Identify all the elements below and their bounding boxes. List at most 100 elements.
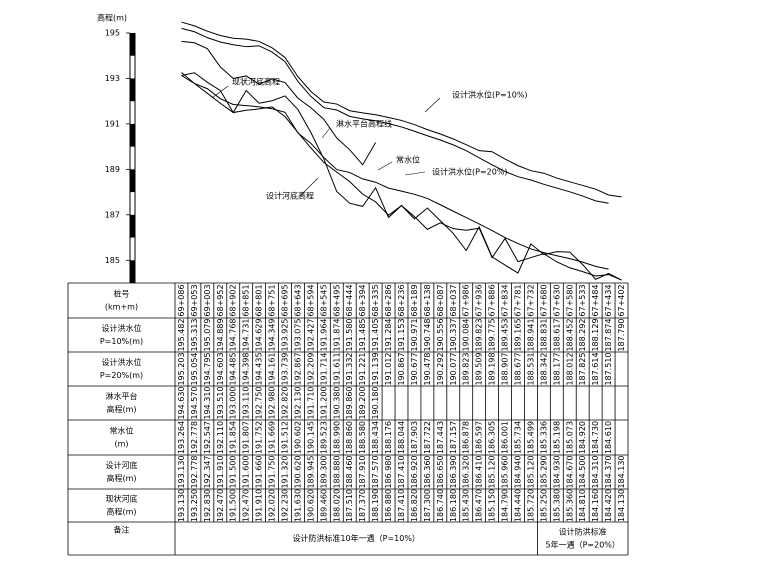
cell-value: 191.500 <box>229 489 238 522</box>
cell-value: 191.284 <box>384 318 393 351</box>
cell-value: 191.332 <box>345 352 354 385</box>
row-header: 设计洪水位 <box>102 357 142 367</box>
cell-value: 186.470 <box>475 489 484 522</box>
leader-line <box>211 85 229 99</box>
cell-value: 184.500 <box>578 455 587 488</box>
cell-value: 67+781 <box>513 284 522 316</box>
cell-value: 187.410 <box>397 489 406 522</box>
cell-value: 186.820 <box>410 489 419 522</box>
axis-ruler-segment <box>130 123 135 147</box>
cell-value: 187.300 <box>423 489 432 522</box>
cell-value: 68+851 <box>242 284 251 316</box>
cell-value: 186.650 <box>436 455 445 488</box>
cell-value: 192.020 <box>268 489 277 522</box>
remark: 设计防洪标准 <box>559 527 607 537</box>
cell-value: 187.910 <box>358 455 367 488</box>
cell-value: 192.110 <box>216 421 225 454</box>
axis-ruler-segment <box>130 260 135 283</box>
cell-value: 191.405 <box>371 318 380 351</box>
cell-value: 186.980 <box>384 455 393 488</box>
cell-value: 192.230 <box>281 489 290 522</box>
cell-value: 186.320 <box>462 455 471 488</box>
cell-value: 188.177 <box>552 352 561 385</box>
cell-value: 187.874 <box>604 318 613 351</box>
cell-value: 69+053 <box>190 284 199 316</box>
cell-value: 194.485 <box>229 352 238 385</box>
cell-value: 68+189 <box>410 284 419 316</box>
cell-value: 67+986 <box>462 284 471 316</box>
cell-value: 187.903 <box>410 421 419 454</box>
cell-value: 189.300 <box>319 455 328 488</box>
profile-line <box>181 21 622 198</box>
y-tick-label: 189 <box>105 165 120 174</box>
cell-value: 194.603 <box>216 352 225 385</box>
row-header: P=10%(m) <box>100 337 143 346</box>
cell-value: 192.209 <box>306 352 315 385</box>
cell-value: 194.161 <box>268 352 277 385</box>
cell-value: 67+732 <box>526 284 535 316</box>
row-header: 备注 <box>114 525 130 535</box>
cell-value: 185.120 <box>526 455 535 488</box>
cell-value: 185.198 <box>552 421 561 454</box>
cell-value: 68+801 <box>255 284 264 316</box>
cell-value: 188.990 <box>332 421 341 454</box>
cell-value: 188.452 <box>565 318 574 351</box>
cell-value: 190.077 <box>449 352 458 385</box>
cell-value: 191.611 <box>332 352 341 385</box>
cell-value: 188.012 <box>565 352 574 385</box>
cell-value: 68+751 <box>268 284 277 316</box>
cell-value: 68+444 <box>345 284 354 316</box>
axis-ruler-segment <box>130 169 135 193</box>
profile-line <box>181 72 622 281</box>
cell-value: 189.198 <box>488 352 497 385</box>
cell-value: 193.000 <box>229 386 238 419</box>
cell-value: 191.200 <box>319 386 328 419</box>
cell-value: 189.460 <box>319 489 328 522</box>
cell-value: 68+236 <box>397 284 406 316</box>
cell-value: 193.130 <box>177 455 186 488</box>
cell-value: 187.443 <box>436 421 445 454</box>
cell-value: 187.790 <box>617 318 626 351</box>
cell-value: 192.980 <box>268 386 277 419</box>
cell-value: 190.292 <box>436 352 445 385</box>
cell-value: 192.470 <box>216 489 225 522</box>
row-header: 设计河底 <box>106 460 138 470</box>
cell-value: 67+484 <box>591 284 600 316</box>
cell-value: 189.775 <box>488 318 497 351</box>
cell-value: 184.420 <box>604 489 613 522</box>
cell-value: 68+037 <box>449 284 458 316</box>
cell-value: 69+086 <box>177 284 186 316</box>
row-header: 淋水平台 <box>106 391 138 401</box>
cell-value: 189.165 <box>513 318 522 351</box>
cell-value: 67+936 <box>475 284 484 316</box>
cell-value: 67+680 <box>539 284 548 316</box>
cell-value: 68+087 <box>436 284 445 316</box>
cell-value: 194.435 <box>255 352 264 385</box>
cell-value: 194.349 <box>268 318 277 351</box>
row-header: P=20%(m) <box>100 371 143 380</box>
cell-value: 185.960 <box>501 455 510 488</box>
axis-ruler-segment <box>130 78 135 102</box>
cell-value: 191.500 <box>229 455 238 488</box>
curve-label: 设计洪水位(P=10%) <box>452 90 528 100</box>
cell-value: 188.129 <box>591 318 600 351</box>
cell-value: 68+695 <box>281 284 290 316</box>
cell-value: 186.305 <box>488 421 497 454</box>
row-header: 常水位 <box>110 426 134 436</box>
cell-value: 194.768 <box>229 318 238 351</box>
cell-value: 193.925 <box>281 318 290 351</box>
cell-value: 67+580 <box>565 284 574 316</box>
cell-value: 189.523 <box>319 421 328 454</box>
cell-value: 188.434 <box>371 421 380 454</box>
curve-label: 淋水平台高程线 <box>336 119 392 129</box>
row-header: 高程(m) <box>106 404 136 414</box>
cell-value: 184.310 <box>591 455 600 488</box>
cell-value: 194.310 <box>203 386 212 419</box>
cell-value: 190.180 <box>371 386 380 419</box>
cell-value: 184.670 <box>565 455 574 488</box>
cell-value: 191.139 <box>371 352 380 385</box>
cell-value: 191.910 <box>255 489 264 522</box>
cell-value: 186.390 <box>449 455 458 488</box>
y-tick-label: 191 <box>105 119 120 128</box>
cell-value: 189.823 <box>475 318 484 351</box>
